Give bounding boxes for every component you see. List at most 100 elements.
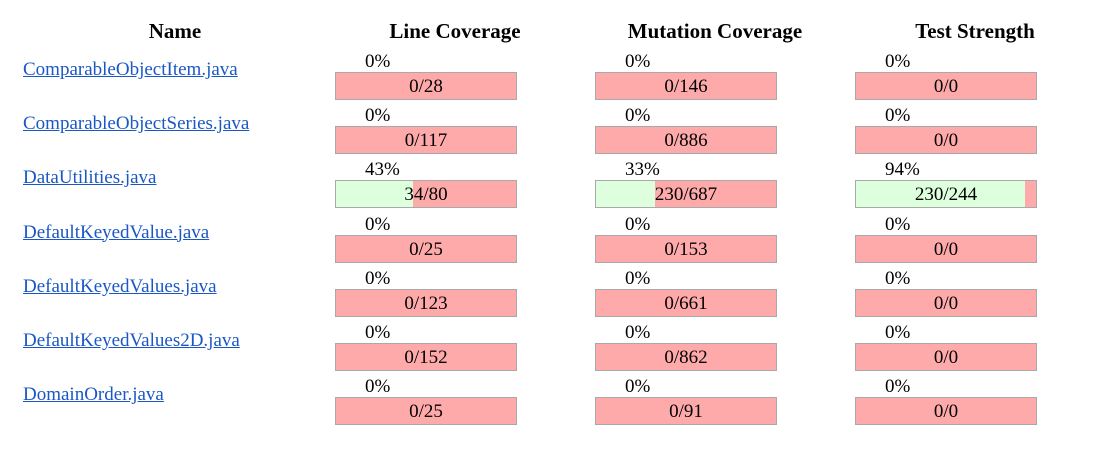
test-strength-bar: 230/244 bbox=[855, 180, 1037, 209]
line-coverage-fraction: 0/117 bbox=[404, 130, 448, 152]
line-coverage-bar: 0/25 bbox=[335, 397, 517, 426]
test-strength-bar: 0/0 bbox=[855, 288, 1037, 317]
table-row: DefaultKeyedValue.java 0% 0/25 0% 0/153 0% 0/0 bbox=[0, 213, 1101, 269]
line-coverage-cell: 0% 0/25 bbox=[335, 213, 517, 269]
mutation-coverage-percent: 0% bbox=[625, 105, 651, 127]
table-row: ComparableObjectItem.java 0% 0/28 0% 0/146 0%… bbox=[0, 51, 1101, 106]
table-row: DomainOrder.java 0% 0/25 0% 0/91 0% 0/0 bbox=[0, 376, 1101, 431]
test-strength-percent: 0% bbox=[885, 267, 911, 289]
mutation-coverage-fraction: 0/862 bbox=[664, 347, 708, 368]
test-strength-cell: 0% 0/0 bbox=[855, 322, 1037, 377]
header-line-coverage: Line Coverage bbox=[389, 19, 521, 43]
line-coverage-fraction: 34/80 bbox=[404, 184, 448, 206]
line-coverage-percent: 0% bbox=[365, 376, 391, 398]
line-coverage-bar-fill bbox=[336, 181, 414, 208]
line-coverage-cell: 43% 34/80 bbox=[335, 159, 517, 214]
mutation-coverage-percent: 0% bbox=[625, 267, 651, 289]
line-coverage-bar: 0/123 bbox=[335, 288, 517, 317]
line-coverage-cell: 0% 0/25 bbox=[335, 376, 517, 431]
mutation-coverage-fraction: 0/153 bbox=[664, 238, 708, 260]
line-coverage-percent: 0% bbox=[365, 267, 391, 289]
test-strength-fraction: 0/0 bbox=[933, 347, 959, 368]
test-strength-bar: 0/0 bbox=[855, 343, 1037, 371]
test-strength-percent: 0% bbox=[885, 376, 911, 398]
test-strength-cell: 0% 0/0 bbox=[855, 51, 1037, 106]
file-link[interactable]: DefaultKeyedValues2D.java bbox=[23, 330, 240, 351]
line-coverage-percent: 0% bbox=[365, 105, 391, 127]
table-row: DataUtilities.java 43% 34/80 33% 230/687 94% 2… bbox=[0, 159, 1101, 214]
test-strength-bar: 0/0 bbox=[855, 397, 1037, 426]
line-coverage-bar: 0/117 bbox=[335, 126, 517, 155]
line-coverage-cell: 0% 0/152 bbox=[335, 322, 517, 377]
test-strength-cell: 0% 0/0 bbox=[855, 267, 1037, 323]
mutation-coverage-percent: 33% bbox=[625, 159, 660, 181]
mutation-coverage-cell: 0% 0/146 bbox=[595, 51, 777, 106]
test-strength-percent: 0% bbox=[885, 213, 911, 235]
table-row: ComparableObjectSeries.java 0% 0/117 0% 0/88… bbox=[0, 105, 1101, 160]
test-strength-fraction: 0/0 bbox=[933, 292, 959, 314]
line-coverage-fraction: 0/123 bbox=[404, 292, 448, 314]
header-mutation-coverage: Mutation Coverage bbox=[627, 19, 803, 43]
test-strength-cell: 0% 0/0 bbox=[855, 105, 1037, 160]
line-coverage-percent: 43% bbox=[365, 159, 400, 181]
mutation-coverage-bar: 0/886 bbox=[595, 126, 777, 155]
mutation-coverage-percent: 0% bbox=[625, 322, 651, 343]
mutation-coverage-fraction: 0/146 bbox=[664, 76, 708, 97]
mutation-coverage-percent: 0% bbox=[625, 213, 651, 235]
test-strength-percent: 0% bbox=[885, 51, 911, 72]
mutation-coverage-bar: 0/661 bbox=[595, 288, 777, 317]
mutation-coverage-bar: 0/91 bbox=[595, 397, 777, 426]
test-strength-fraction: 0/0 bbox=[933, 76, 959, 97]
mutation-coverage-bar: 0/862 bbox=[595, 343, 777, 371]
file-link[interactable]: ComparableObjectItem.java bbox=[23, 59, 238, 80]
test-strength-cell: 0% 0/0 bbox=[855, 213, 1037, 269]
table-row: DefaultKeyedValues.java 0% 0/123 0% 0/661 0% 0… bbox=[0, 267, 1101, 323]
header-test-strength: Test Strength bbox=[915, 19, 1035, 43]
file-link[interactable]: DefaultKeyedValues.java bbox=[23, 275, 217, 297]
test-strength-percent: 94% bbox=[885, 159, 920, 181]
test-strength-fraction: 230/244 bbox=[914, 184, 978, 206]
test-strength-bar: 0/0 bbox=[855, 234, 1037, 263]
line-coverage-fraction: 0/25 bbox=[409, 238, 443, 260]
line-coverage-fraction: 0/28 bbox=[409, 76, 443, 97]
mutation-coverage-bar-fill bbox=[596, 181, 656, 208]
test-strength-cell: 94% 230/244 bbox=[855, 159, 1037, 214]
mutation-coverage-cell: 0% 0/153 bbox=[595, 213, 777, 269]
line-coverage-fraction: 0/25 bbox=[409, 401, 443, 423]
line-coverage-percent: 0% bbox=[365, 213, 391, 235]
file-link[interactable]: DataUtilities.java bbox=[23, 167, 157, 189]
test-strength-fraction: 0/0 bbox=[933, 401, 959, 423]
test-strength-percent: 0% bbox=[885, 105, 911, 127]
line-coverage-cell: 0% 0/28 bbox=[335, 51, 517, 106]
line-coverage-bar: 34/80 bbox=[335, 180, 517, 209]
file-link[interactable]: DefaultKeyedValue.java bbox=[23, 221, 210, 243]
test-strength-fraction: 0/0 bbox=[933, 130, 959, 152]
mutation-coverage-fraction: 0/91 bbox=[669, 401, 703, 423]
line-coverage-percent: 0% bbox=[365, 322, 391, 343]
mutation-coverage-fraction: 230/687 bbox=[654, 184, 718, 206]
file-link[interactable]: ComparableObjectSeries.java bbox=[23, 113, 250, 135]
mutation-coverage-cell: 0% 0/886 bbox=[595, 105, 777, 160]
mutation-coverage-cell: 0% 0/661 bbox=[595, 267, 777, 323]
mutation-coverage-cell: 0% 0/91 bbox=[595, 376, 777, 431]
line-coverage-bar: 0/25 bbox=[335, 234, 517, 263]
mutation-coverage-percent: 0% bbox=[625, 51, 651, 72]
mutation-coverage-bar: 0/153 bbox=[595, 234, 777, 263]
test-strength-bar: 0/0 bbox=[855, 126, 1037, 155]
mutation-coverage-fraction: 0/661 bbox=[664, 292, 708, 314]
mutation-coverage-bar: 230/687 bbox=[595, 180, 777, 209]
line-coverage-percent: 0% bbox=[365, 51, 391, 72]
test-strength-cell: 0% 0/0 bbox=[855, 376, 1037, 431]
mutation-coverage-fraction: 0/886 bbox=[664, 130, 708, 152]
mutation-coverage-percent: 0% bbox=[625, 376, 651, 398]
line-coverage-fraction: 0/152 bbox=[404, 347, 448, 368]
mutation-coverage-cell: 0% 0/862 bbox=[595, 322, 777, 377]
header-name: Name bbox=[148, 19, 202, 43]
table-row: DefaultKeyedValues2D.java 0% 0/152 0% 0/862 0… bbox=[0, 322, 1101, 377]
file-link[interactable]: DomainOrder.java bbox=[23, 384, 164, 406]
mutation-coverage-cell: 33% 230/687 bbox=[595, 159, 777, 214]
line-coverage-cell: 0% 0/123 bbox=[335, 267, 517, 323]
test-strength-bar: 0/0 bbox=[855, 72, 1037, 100]
test-strength-bar-fill bbox=[856, 181, 1026, 208]
mutation-coverage-bar: 0/146 bbox=[595, 72, 777, 100]
